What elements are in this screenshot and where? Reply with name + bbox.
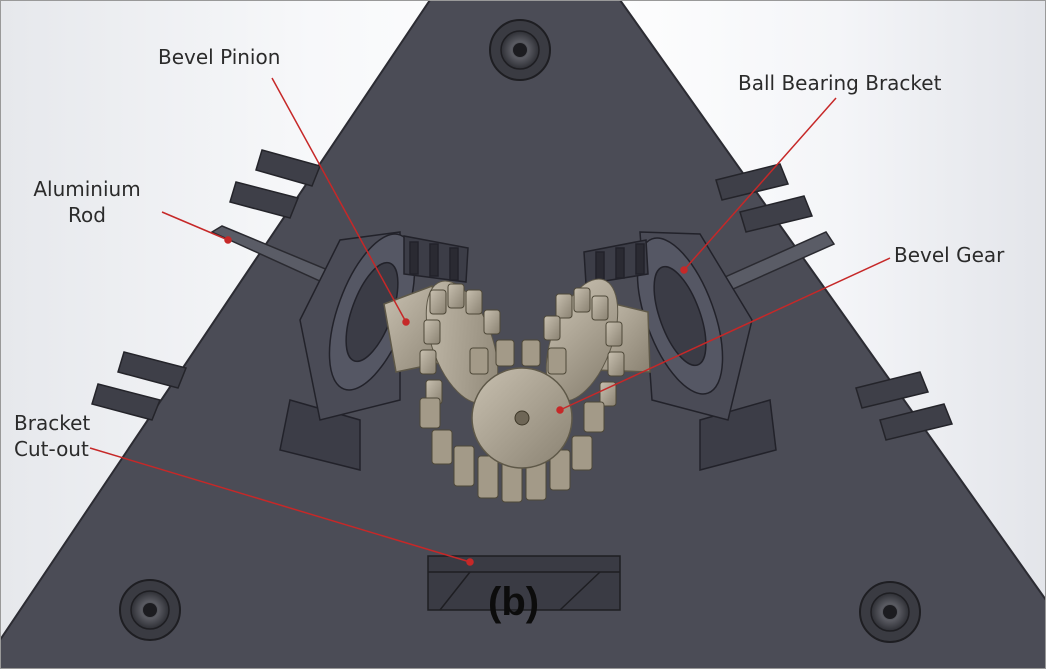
label-aluminium-rod: Aluminium Rod — [32, 176, 142, 228]
label-bracket-cutout-line1: Bracket — [14, 411, 91, 435]
label-bracket-cutout: Bracket Cut-out — [14, 410, 90, 462]
leader-line-bracket-cutout — [89, 447, 471, 563]
left-ball-bearing-bracket — [279, 231, 469, 471]
right-edge-slots — [715, 163, 954, 441]
leader-line-bevel-gear — [559, 257, 891, 411]
bracket-cut-out — [427, 555, 621, 611]
left-edge-slots — [91, 149, 322, 421]
leader-line-ball-bearing-bracket — [683, 97, 837, 271]
label-aluminium-rod-line1: Aluminium — [33, 177, 141, 201]
label-bracket-cutout-line2: Cut-out — [14, 437, 89, 461]
bottom-left-nut — [119, 579, 181, 641]
leader-lines — [89, 77, 891, 566]
top-nut — [489, 19, 551, 81]
label-ball-bearing-bracket: Ball Bearing Bracket — [738, 71, 942, 95]
label-bevel-pinion: Bevel Pinion — [158, 45, 281, 69]
right-ball-bearing-bracket — [583, 231, 777, 471]
central-bevel-gear — [419, 339, 605, 503]
leader-line-aluminium-rod — [161, 211, 229, 241]
panel-label: (b) — [488, 580, 540, 624]
bottom-right-nut — [859, 581, 921, 643]
label-aluminium-rod-line2: Rod — [68, 203, 106, 227]
leader-line-bevel-pinion — [271, 77, 407, 323]
label-bevel-gear: Bevel Gear — [894, 243, 1005, 267]
